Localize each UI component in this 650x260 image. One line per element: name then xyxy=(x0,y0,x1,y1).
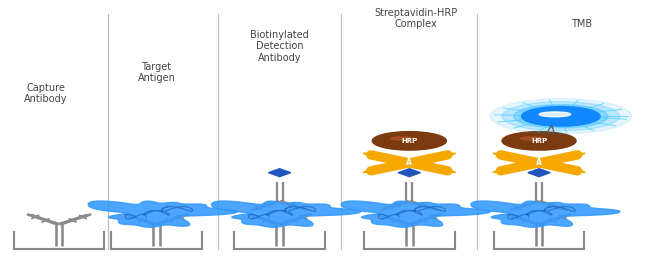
Ellipse shape xyxy=(391,137,413,140)
Polygon shape xyxy=(528,169,550,177)
Text: Streptavidin-HRP
Complex: Streptavidin-HRP Complex xyxy=(374,8,458,29)
Text: Target
Antigen: Target Antigen xyxy=(137,62,176,83)
Ellipse shape xyxy=(490,99,631,134)
Text: TMB: TMB xyxy=(571,19,593,29)
Ellipse shape xyxy=(521,137,543,140)
Text: A: A xyxy=(406,158,412,167)
Ellipse shape xyxy=(540,112,571,117)
Polygon shape xyxy=(441,153,456,158)
Text: Biotinylated
Detection
Antibody: Biotinylated Detection Antibody xyxy=(250,30,309,63)
Ellipse shape xyxy=(521,107,600,126)
Polygon shape xyxy=(493,153,507,158)
Polygon shape xyxy=(441,168,456,172)
Polygon shape xyxy=(571,168,586,172)
Text: HRP: HRP xyxy=(531,138,547,144)
Text: HRP: HRP xyxy=(401,138,417,144)
Polygon shape xyxy=(471,201,620,227)
Text: A: A xyxy=(536,158,542,167)
Polygon shape xyxy=(398,169,421,177)
Text: Capture
Antibody: Capture Antibody xyxy=(24,82,68,104)
Ellipse shape xyxy=(514,105,608,128)
Ellipse shape xyxy=(502,102,619,131)
Polygon shape xyxy=(363,153,377,158)
Polygon shape xyxy=(363,168,377,172)
Polygon shape xyxy=(88,201,237,227)
Polygon shape xyxy=(571,153,586,158)
Polygon shape xyxy=(268,169,291,177)
Polygon shape xyxy=(493,168,507,172)
Polygon shape xyxy=(341,201,490,227)
Ellipse shape xyxy=(502,132,576,150)
Polygon shape xyxy=(211,201,361,227)
Ellipse shape xyxy=(521,107,600,126)
Ellipse shape xyxy=(372,132,447,150)
